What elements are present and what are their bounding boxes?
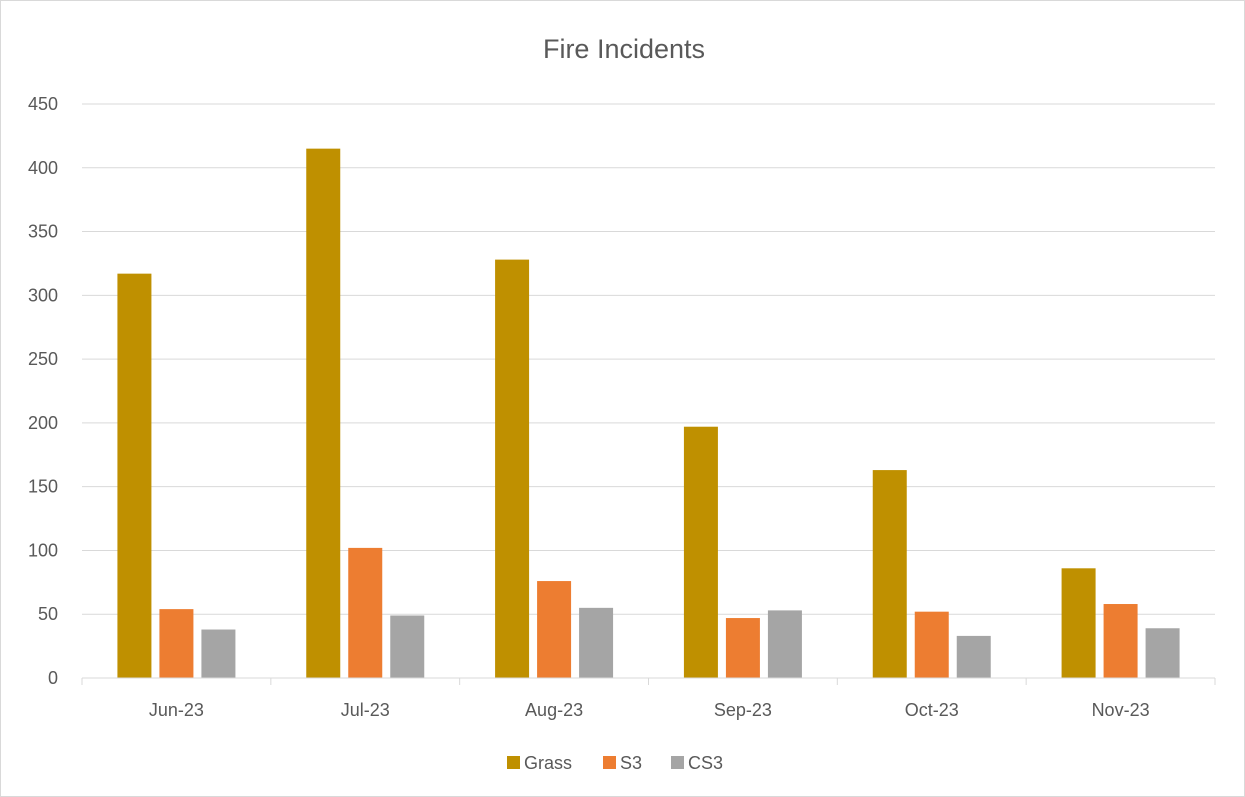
bar-cs3-nov-23 [1145, 628, 1180, 678]
bar-cs3-oct-23 [956, 635, 991, 678]
bar-s3-oct-23 [914, 611, 949, 678]
bar-grass-aug-23 [495, 259, 530, 678]
bar-s3-jun-23 [159, 609, 194, 678]
y-tick-label: 50 [38, 604, 58, 624]
bar-cs3-aug-23 [579, 607, 614, 678]
bar-cs3-jun-23 [201, 629, 236, 678]
y-tick-label: 450 [28, 94, 58, 114]
y-tick-label: 150 [28, 477, 58, 497]
y-axis-tick-labels: 0 50 100 150 200 250 300 350 400 450 [28, 94, 58, 688]
bar-grass-jul-23 [306, 148, 341, 679]
bars [117, 148, 1180, 679]
legend-swatch-grass [507, 756, 520, 769]
gridlines [82, 103, 1215, 615]
x-tick-label: Oct-23 [905, 700, 959, 720]
bar-grass-nov-23 [1061, 568, 1096, 678]
legend-swatch-s3 [603, 756, 616, 769]
legend-label-cs3: CS3 [688, 753, 723, 773]
legend-swatch-cs3 [671, 756, 684, 769]
x-axis-tick-labels: Jun-23 Jul-23 Aug-23 Sep-23 Oct-23 Nov-23 [149, 700, 1150, 720]
legend-label-grass: Grass [524, 753, 572, 773]
y-tick-label: 300 [28, 285, 58, 305]
x-tick-label: Jul-23 [341, 700, 390, 720]
bar-s3-jul-23 [348, 547, 383, 678]
x-axis [81, 677, 1216, 685]
x-tick-label: Aug-23 [525, 700, 583, 720]
x-tick-label: Sep-23 [714, 700, 772, 720]
y-tick-label: 100 [28, 540, 58, 560]
bar-grass-oct-23 [872, 470, 907, 678]
legend: Grass S3 CS3 [507, 753, 723, 773]
bar-s3-sep-23 [725, 618, 760, 678]
bar-cs3-jul-23 [390, 615, 425, 678]
y-tick-label: 0 [48, 668, 58, 688]
bar-grass-jun-23 [117, 273, 152, 678]
bar-s3-nov-23 [1103, 604, 1138, 678]
y-tick-label: 400 [28, 158, 58, 178]
y-tick-label: 250 [28, 349, 58, 369]
chart-title: Fire Incidents [543, 34, 705, 64]
bar-s3-aug-23 [537, 581, 572, 678]
x-tick-label: Nov-23 [1092, 700, 1150, 720]
y-tick-label: 200 [28, 413, 58, 433]
bar-cs3-sep-23 [767, 610, 802, 678]
y-tick-label: 350 [28, 222, 58, 242]
legend-label-s3: S3 [620, 753, 642, 773]
bar-grass-sep-23 [683, 426, 718, 678]
x-tick-label: Jun-23 [149, 700, 204, 720]
